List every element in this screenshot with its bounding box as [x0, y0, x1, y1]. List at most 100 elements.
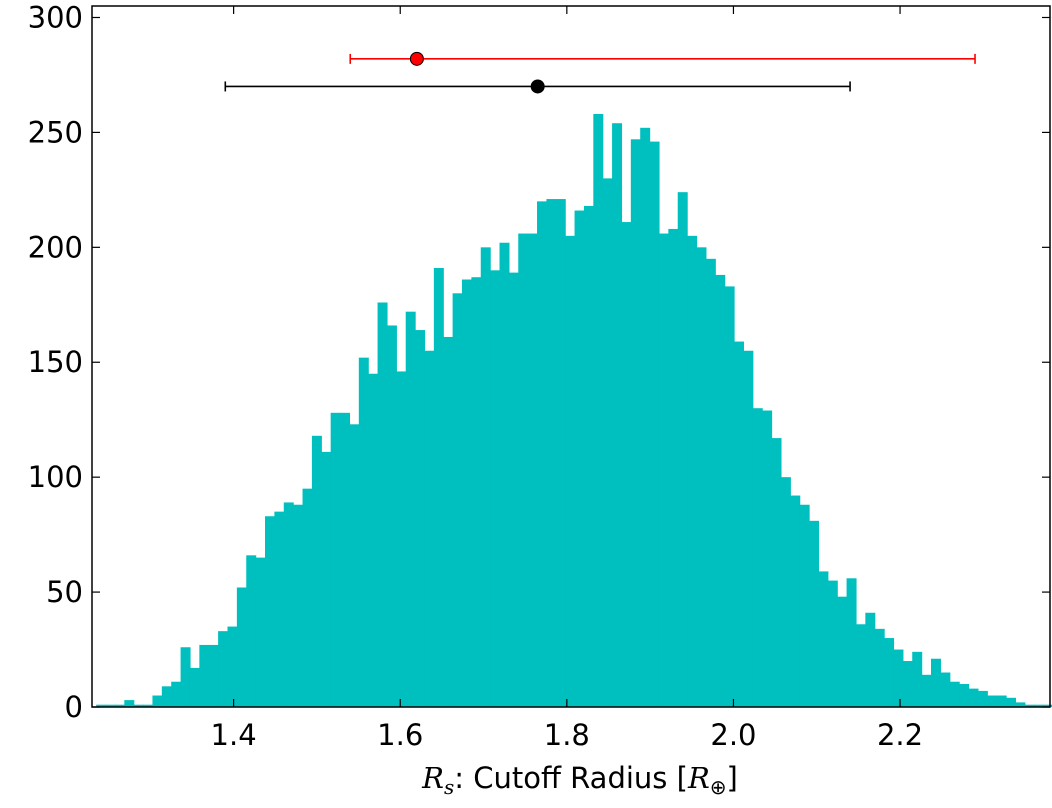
y-tick-label: 250 — [28, 115, 83, 149]
histogram-bar — [171, 681, 182, 707]
histogram-bar — [780, 477, 791, 707]
histogram-bar — [1034, 704, 1045, 707]
histogram-bar — [940, 672, 951, 707]
histogram-bar — [649, 141, 660, 708]
histogram-bar — [471, 277, 482, 707]
histogram-bar — [583, 205, 594, 707]
histogram-bar — [452, 293, 463, 707]
histogram-bar — [293, 504, 304, 707]
histogram-bar — [189, 667, 200, 707]
histogram-bar — [668, 228, 679, 707]
histogram-bar — [546, 199, 557, 707]
histogram-bar — [302, 488, 313, 707]
histogram-bar — [865, 612, 876, 707]
histogram-bar — [921, 674, 932, 707]
histogram-bar — [1043, 704, 1052, 707]
histogram-bar — [1024, 704, 1035, 707]
histogram-bar — [855, 624, 866, 707]
x-axis-label-text: : Cutoff Radius [ — [454, 761, 688, 795]
histogram-bar — [1015, 702, 1026, 707]
histogram-bar — [133, 704, 144, 707]
histogram-bar — [143, 704, 154, 707]
histogram-bar — [246, 555, 257, 707]
histogram-bar — [743, 350, 754, 707]
histogram-bar — [349, 424, 360, 707]
x-axis-label-symbol-subscript: s — [444, 775, 454, 799]
y-tick-label: 0 — [65, 690, 83, 724]
y-tick-label: 50 — [46, 575, 83, 609]
histogram-bar — [311, 435, 322, 707]
histogram-bar — [593, 114, 604, 707]
histogram-bar — [734, 341, 744, 707]
histogram-bar — [799, 504, 810, 707]
histogram-bar — [274, 511, 285, 707]
x-tick-label: 1.4 — [211, 718, 257, 752]
histogram-bar — [461, 279, 472, 707]
histogram-bar — [236, 587, 247, 707]
error-bar-marker — [409, 51, 424, 66]
x-axis-label-close: ] — [727, 761, 738, 795]
x-tick-labels: 1.4 1.6 1.8 2.0 2.2 — [211, 718, 924, 752]
histogram-bar — [518, 233, 529, 708]
histogram-bar — [752, 408, 763, 707]
histogram-bar — [114, 704, 125, 707]
histogram-bar — [358, 357, 369, 707]
y-tick-label: 300 — [28, 0, 83, 34]
histogram-bar — [612, 123, 623, 708]
histogram-bar — [640, 127, 651, 707]
x-axis-label-unit-symbol: R — [687, 761, 710, 795]
histogram-bar — [762, 410, 773, 707]
histogram-bar — [705, 258, 716, 707]
histogram-bars — [96, 114, 1052, 708]
axis-ticks — [92, 6, 1050, 708]
histogram-bar — [565, 235, 576, 707]
histogram-bar — [368, 373, 379, 707]
histogram-bar — [499, 242, 510, 708]
histogram-bar — [105, 704, 116, 707]
histogram-bar — [415, 330, 426, 707]
histogram-bar — [555, 199, 566, 707]
histogram-bar — [602, 178, 613, 707]
histogram-bar — [255, 557, 266, 707]
y-tick-label: 150 — [28, 345, 83, 379]
histogram-bar — [405, 311, 416, 707]
histogram-bar — [874, 628, 885, 707]
histogram-bar — [424, 350, 435, 707]
histogram-bar — [443, 336, 454, 707]
histogram-bar — [949, 681, 960, 707]
x-axis-label-symbol: R — [421, 761, 444, 795]
error-bar-marker — [530, 79, 545, 94]
histogram-bar — [265, 516, 275, 707]
histogram-bar — [893, 649, 904, 707]
histogram-bar — [790, 495, 801, 707]
histogram-bar — [968, 688, 979, 707]
histogram-bar — [902, 661, 913, 707]
histogram-bar — [227, 626, 238, 707]
histogram-bar — [771, 438, 782, 707]
x-tick-label: 1.6 — [377, 718, 423, 752]
histogram-bar — [677, 192, 688, 708]
histogram-bar — [930, 658, 941, 707]
histogram-bar — [1006, 697, 1017, 707]
histogram-bar — [574, 210, 585, 708]
histogram-bar — [912, 651, 923, 707]
histogram-bar — [884, 638, 895, 707]
histogram-bar — [218, 631, 229, 707]
histogram-bar — [630, 139, 641, 708]
histogram-bar — [283, 502, 294, 707]
histogram-bar — [537, 201, 548, 708]
y-tick-label: 200 — [28, 230, 83, 264]
x-tick-label: 1.8 — [544, 718, 590, 752]
histogram-bar — [959, 684, 970, 707]
histogram-bar — [124, 700, 135, 707]
histogram-bar — [396, 371, 407, 707]
histogram-bar — [340, 412, 351, 707]
histogram-bar — [377, 302, 388, 707]
y-tick-label: 100 — [28, 460, 83, 494]
histogram-bar — [987, 695, 998, 707]
histogram-bar — [161, 686, 172, 707]
histogram-bar — [527, 233, 538, 708]
x-axis-label-unit-subscript: ⊕ — [710, 775, 727, 799]
histogram-bar — [818, 571, 829, 707]
